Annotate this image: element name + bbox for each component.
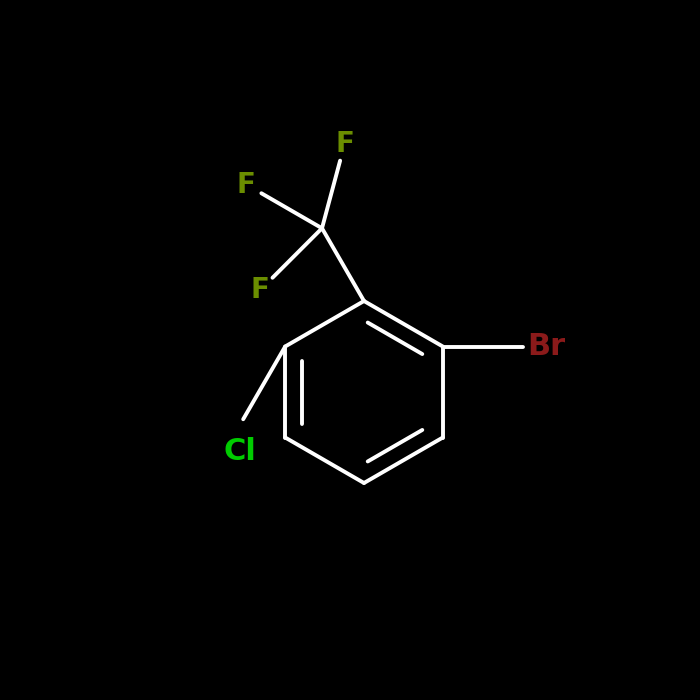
Text: F: F xyxy=(237,171,256,199)
Text: F: F xyxy=(335,130,354,158)
Text: Cl: Cl xyxy=(223,437,256,466)
Text: Br: Br xyxy=(527,332,565,361)
Text: F: F xyxy=(251,276,270,304)
